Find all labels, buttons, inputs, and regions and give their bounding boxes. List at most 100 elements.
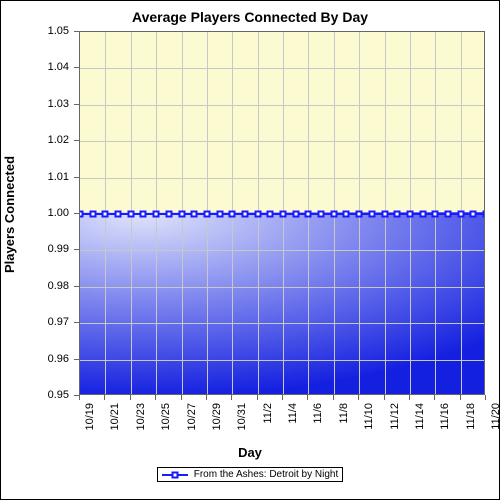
x-tick-mark (155, 395, 156, 400)
x-tick-mark (333, 395, 334, 400)
series-marker (381, 211, 388, 218)
series-marker (203, 211, 210, 218)
series-marker (115, 211, 122, 218)
series-marker (267, 211, 274, 218)
legend-label: From the Ashes: Detroit by Night (194, 469, 339, 480)
x-tick-label: 11/16 (439, 403, 451, 430)
y-tick-label: 1.02 (48, 134, 69, 146)
series-marker (394, 211, 401, 218)
x-tick-label: 11/6 (312, 403, 324, 424)
series-marker (292, 211, 299, 218)
x-tick-mark (206, 395, 207, 400)
series-marker (343, 211, 350, 218)
y-tick-mark (74, 67, 79, 68)
series-marker (483, 211, 486, 218)
y-tick-mark (74, 359, 79, 360)
series-marker (280, 211, 287, 218)
y-tick-label: 0.97 (48, 316, 69, 328)
x-tick-label: 10/29 (211, 403, 223, 431)
x-tick-mark (460, 395, 461, 400)
legend-marker-icon (171, 471, 178, 478)
x-tick-label: 11/12 (389, 403, 401, 430)
x-tick-mark (104, 395, 105, 400)
plot-area (79, 31, 485, 395)
gridline-horizontal (80, 68, 484, 69)
x-tick-label: 11/4 (287, 403, 299, 424)
gridline-horizontal (80, 141, 484, 142)
x-tick-mark (282, 395, 283, 400)
x-tick-mark (358, 395, 359, 400)
gridline-horizontal (80, 105, 484, 106)
x-tick-mark (409, 395, 410, 400)
y-axis-label: Players Connected (2, 156, 17, 273)
series-marker (178, 211, 185, 218)
series-marker (241, 211, 248, 218)
x-tick-mark (485, 395, 486, 400)
gridline-horizontal (80, 323, 484, 324)
series-marker (191, 211, 198, 218)
x-tick-mark (130, 395, 131, 400)
x-tick-mark (79, 395, 80, 400)
y-tick-mark (74, 249, 79, 250)
series-marker (165, 211, 172, 218)
x-tick-mark (384, 395, 385, 400)
y-tick-label: 0.95 (48, 389, 69, 401)
y-tick-label: 1.00 (48, 207, 69, 219)
x-tick-mark (231, 395, 232, 400)
x-tick-label: 11/10 (363, 403, 375, 430)
y-tick-label: 1.05 (48, 25, 69, 37)
x-axis-label: Day (1, 445, 499, 460)
x-tick-label: 10/19 (84, 403, 96, 431)
series-marker (229, 211, 236, 218)
plot-lower-gradient-fill (80, 212, 484, 394)
legend: From the Ashes: Detroit by Night (1, 467, 499, 482)
series-marker (79, 211, 84, 218)
x-tick-label: 11/14 (414, 403, 426, 430)
series-marker (153, 211, 160, 218)
y-tick-mark (74, 322, 79, 323)
x-tick-mark (434, 395, 435, 400)
y-tick-label: 1.04 (48, 61, 69, 73)
x-tick-label: 11/18 (465, 403, 477, 430)
x-tick-mark (257, 395, 258, 400)
series-marker (305, 211, 312, 218)
gridline-horizontal (80, 287, 484, 288)
chart-container: Average Players Connected By Day Players… (0, 0, 500, 500)
x-tick-mark (307, 395, 308, 400)
series-marker (89, 211, 96, 218)
series-marker (254, 211, 261, 218)
x-tick-label: 11/8 (338, 403, 350, 424)
series-marker (127, 211, 134, 218)
series-marker (457, 211, 464, 218)
x-tick-label: 10/31 (236, 403, 248, 431)
x-tick-label: 10/21 (109, 403, 121, 431)
series-marker (470, 211, 477, 218)
series-marker (444, 211, 451, 218)
legend-swatch (162, 470, 188, 480)
series-marker (330, 211, 337, 218)
x-tick-label: 10/23 (135, 403, 147, 431)
series-marker (356, 211, 363, 218)
y-tick-label: 0.98 (48, 280, 69, 292)
y-tick-mark (74, 286, 79, 287)
legend-item: From the Ashes: Detroit by Night (157, 467, 344, 482)
x-tick-label: 10/27 (186, 403, 198, 431)
y-tick-mark (74, 31, 79, 32)
plot-upper-band (80, 32, 484, 214)
series-marker (216, 211, 223, 218)
series-marker (419, 211, 426, 218)
x-tick-mark (181, 395, 182, 400)
y-tick-label: 0.99 (48, 243, 69, 255)
y-tick-mark (74, 104, 79, 105)
chart-title: Average Players Connected By Day (1, 9, 499, 25)
gridline-horizontal (80, 250, 484, 251)
gridline-horizontal (80, 360, 484, 361)
series-marker (102, 211, 109, 218)
series-marker (140, 211, 147, 218)
series-marker (406, 211, 413, 218)
y-tick-mark (74, 213, 79, 214)
y-tick-mark (74, 177, 79, 178)
y-tick-mark (74, 140, 79, 141)
x-tick-label: 11/2 (262, 403, 274, 424)
series-marker (318, 211, 325, 218)
